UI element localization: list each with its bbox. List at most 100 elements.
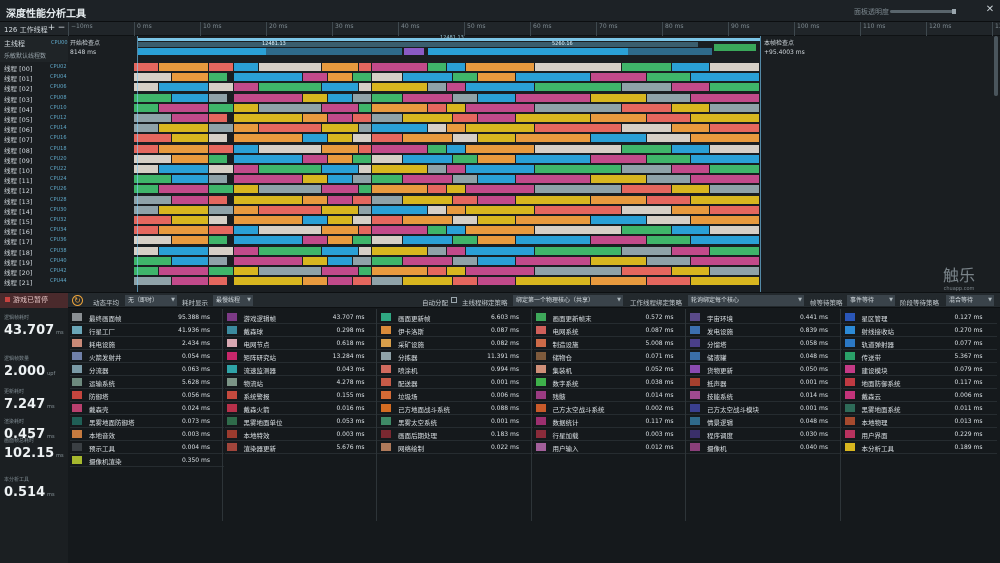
task-block[interactable] <box>359 185 371 194</box>
task-block[interactable] <box>328 134 353 143</box>
task-block[interactable] <box>534 63 622 71</box>
task-block[interactable] <box>453 154 478 163</box>
task-block[interactable] <box>209 205 234 214</box>
system-item[interactable]: 集装机 0.052 ms <box>533 363 688 376</box>
task-block[interactable] <box>447 226 465 235</box>
task-block[interactable] <box>209 246 234 255</box>
task-block[interactable] <box>134 83 159 92</box>
task-block[interactable] <box>371 185 428 194</box>
task-block[interactable] <box>359 63 371 71</box>
system-item[interactable]: 黑雾太空系统 0.001 ms <box>379 415 533 428</box>
task-block[interactable] <box>465 226 534 235</box>
task-block[interactable] <box>303 195 328 204</box>
task-block[interactable] <box>709 165 759 173</box>
task-block[interactable] <box>353 277 371 286</box>
task-block[interactable] <box>647 277 691 286</box>
task-block[interactable] <box>590 154 647 163</box>
task-block[interactable] <box>691 216 759 224</box>
task-block[interactable] <box>447 246 465 255</box>
task-block[interactable] <box>353 134 371 143</box>
task-block[interactable] <box>534 124 622 133</box>
task-block[interactable] <box>453 256 478 265</box>
task-block[interactable] <box>371 124 428 133</box>
task-block[interactable] <box>134 185 159 194</box>
task-block[interactable] <box>328 195 353 204</box>
task-block[interactable] <box>647 256 691 265</box>
system-item[interactable]: 物流站 4.278 ms <box>224 376 379 389</box>
system-item[interactable]: 行星工厂 41.936 ms <box>70 324 224 337</box>
task-block[interactable] <box>647 216 691 224</box>
task-block[interactable] <box>171 134 209 143</box>
task-block[interactable] <box>709 205 759 214</box>
task-block[interactable] <box>465 124 534 133</box>
task-block[interactable] <box>672 144 709 153</box>
task-block[interactable] <box>371 226 428 235</box>
worker-strategy-select[interactable]: 轮询绑定每个核心 ▼ <box>688 295 804 306</box>
task-block[interactable] <box>321 144 359 153</box>
system-item[interactable]: 戴森壳 0.024 ms <box>70 402 224 415</box>
task-block[interactable] <box>159 165 209 173</box>
task-block[interactable] <box>590 256 647 265</box>
system-item[interactable]: 行星加载 0.003 ms <box>533 428 688 441</box>
task-block[interactable] <box>590 134 647 143</box>
task-block[interactable] <box>134 165 159 173</box>
frame-wait-select[interactable]: 事件等待 ▼ <box>847 295 895 306</box>
system-item[interactable]: 游戏逻辑帧 43.707 ms <box>224 311 379 324</box>
autoscale-checkbox[interactable] <box>451 297 457 303</box>
task-block[interactable] <box>428 185 446 194</box>
task-block[interactable] <box>691 93 759 102</box>
task-block[interactable] <box>447 165 465 173</box>
task-block[interactable] <box>371 165 428 173</box>
task-block[interactable] <box>478 175 515 184</box>
task-block[interactable] <box>672 246 709 255</box>
task-block[interactable] <box>171 236 209 245</box>
task-block[interactable] <box>209 175 227 184</box>
task-block[interactable] <box>478 154 515 163</box>
task-block[interactable] <box>515 216 590 224</box>
task-block[interactable] <box>371 236 403 245</box>
task-block[interactable] <box>447 144 465 153</box>
task-block[interactable] <box>672 63 709 71</box>
task-block[interactable] <box>465 144 534 153</box>
task-block[interactable] <box>234 175 303 184</box>
task-block[interactable] <box>328 73 353 82</box>
thread-track[interactable] <box>134 226 760 235</box>
task-block[interactable] <box>171 175 209 184</box>
system-item[interactable]: 地面防御系统 0.117 ms <box>842 376 997 389</box>
system-item[interactable]: 分拣器 11.391 ms <box>379 350 533 363</box>
task-block[interactable] <box>465 103 534 112</box>
task-block[interactable] <box>159 185 209 194</box>
task-block[interactable] <box>403 73 453 82</box>
task-block[interactable] <box>259 185 321 194</box>
thread-track[interactable] <box>134 256 760 265</box>
task-block[interactable] <box>371 103 428 112</box>
system-item[interactable]: 黑雾地面系统 0.011 ms <box>842 402 997 415</box>
system-item[interactable]: 喷涂机 0.994 ms <box>379 363 533 376</box>
task-block[interactable] <box>709 103 759 112</box>
phase-wait-select[interactable]: 混合等待 ▼ <box>946 295 994 306</box>
task-block[interactable] <box>353 154 371 163</box>
task-block[interactable] <box>303 277 328 286</box>
system-item[interactable]: 摄像机 0.040 ms <box>688 441 842 454</box>
task-block[interactable] <box>428 103 446 112</box>
task-block[interactable] <box>403 277 453 286</box>
task-block[interactable] <box>453 134 478 143</box>
task-block[interactable] <box>647 134 691 143</box>
task-block[interactable] <box>353 73 371 82</box>
pause-button[interactable]: 游戏已暂停 <box>0 293 68 308</box>
task-block[interactable] <box>353 175 371 184</box>
system-item[interactable]: 摄像机渲染 0.350 ms <box>70 454 224 467</box>
task-block[interactable] <box>321 246 359 255</box>
task-block[interactable] <box>478 256 515 265</box>
system-item[interactable]: 戴森火箭 0.016 ms <box>224 402 379 415</box>
task-block[interactable] <box>321 165 359 173</box>
task-block[interactable] <box>465 165 534 173</box>
thread-track[interactable] <box>134 267 760 275</box>
task-block[interactable] <box>259 63 321 71</box>
task-block[interactable] <box>447 103 465 112</box>
thread-track[interactable] <box>134 195 760 204</box>
task-block[interactable] <box>134 154 171 163</box>
task-block[interactable] <box>259 205 321 214</box>
task-block[interactable] <box>515 93 590 102</box>
system-item[interactable]: 伊卡洛斯 0.087 ms <box>379 324 533 337</box>
